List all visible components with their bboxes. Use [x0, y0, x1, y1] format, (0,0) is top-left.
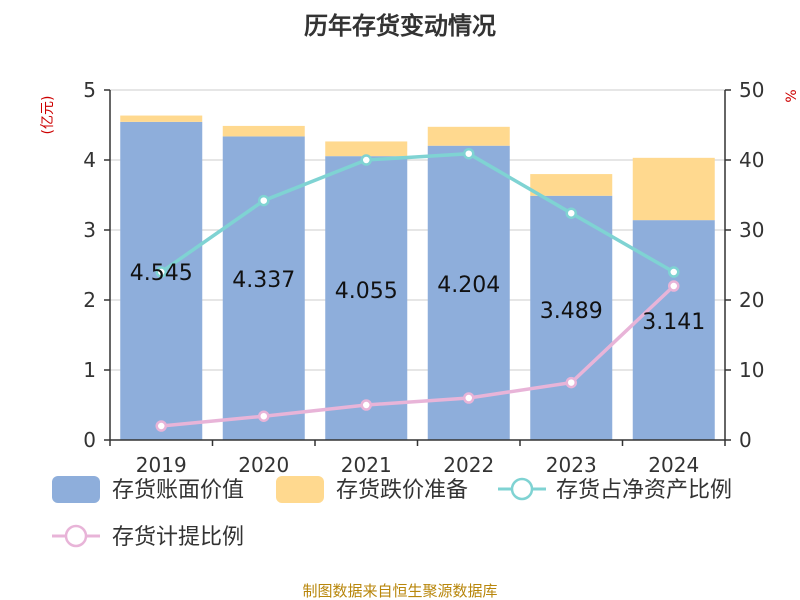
- bar-value-label: 3.489: [540, 299, 603, 324]
- bar-inventory-book-value: [120, 121, 203, 440]
- bars: [120, 115, 715, 440]
- point-inventory-to-net-assets: [463, 147, 475, 160]
- data-labels: 4.545 4.337 4.055 4.204 3.489 3.141: [130, 261, 705, 335]
- point-provision-ratio: [258, 410, 270, 422]
- line-inventory-to-net-assets: [160, 151, 675, 274]
- legend-label: 存货计提比例: [112, 525, 244, 550]
- legend-swatch-impairment: [276, 476, 324, 503]
- right-axis-tick-label: 50: [739, 78, 764, 102]
- bar-value-label: 3.141: [642, 310, 705, 335]
- bar-value-label: 4.545: [130, 261, 193, 286]
- right-axis-tick-label: 0: [739, 428, 752, 452]
- point-inventory-to-net-assets: [360, 154, 372, 166]
- x-axis-tick-label: 2024: [648, 453, 699, 477]
- bar-inventory-book-value: [530, 195, 613, 440]
- bar-inventory-impairment: [120, 115, 203, 122]
- point-inventory-to-net-assets: [258, 194, 270, 207]
- right-axis-unit: %: [784, 89, 800, 102]
- bar-inventory-impairment: [325, 141, 408, 157]
- legend-label: 存货占净资产比例: [556, 478, 732, 503]
- left-axis-tick-label: 1: [83, 358, 96, 382]
- point-provision-ratio: [463, 392, 475, 404]
- point-inventory-to-net-assets: [565, 207, 577, 219]
- bar-value-label: 4.204: [437, 273, 500, 298]
- x-axis-tick-label: 2019: [136, 453, 187, 477]
- x-axis-tick-label: 2020: [238, 453, 289, 477]
- bar-inventory-impairment: [632, 157, 715, 221]
- left-axis-tick-label: 4: [83, 148, 96, 172]
- line-provision-ratio: [161, 284, 675, 428]
- left-axis-tick-label: 2: [83, 288, 96, 312]
- bar-inventory-impairment: [427, 126, 510, 146]
- legend-label: 存货账面价值: [112, 478, 244, 503]
- bar-inventory-book-value: [427, 145, 510, 440]
- bar-inventory-impairment: [530, 174, 613, 196]
- bar-value-label: 4.337: [232, 268, 295, 293]
- legend-swatch-provision-ratio-marker: [64, 524, 88, 548]
- legend-swatch-net-assets-ratio-marker: [510, 477, 534, 501]
- right-axis-tick-label: 20: [739, 288, 764, 312]
- bar-inventory-book-value: [325, 156, 408, 440]
- left-axis-tick-label: 0: [83, 428, 96, 452]
- x-axis-tick-label: 2023: [546, 453, 597, 477]
- point-inventory-to-net-assets: [155, 266, 167, 278]
- left-axis-tick-label: 5: [83, 78, 96, 102]
- right-axis-tick-label: 40: [739, 148, 764, 172]
- right-axis-tick-label: 10: [739, 358, 764, 382]
- bar-value-label: 4.055: [335, 279, 398, 304]
- point-inventory-to-net-assets: [668, 266, 680, 278]
- series-lines: [155, 147, 680, 432]
- source-note: 制图数据来自恒生聚源数据库: [302, 582, 497, 600]
- legend-swatch-book-value: [52, 476, 100, 503]
- point-provision-ratio: [360, 399, 372, 411]
- point-provision-ratio: [565, 376, 577, 389]
- right-axis-tick-label: 30: [739, 218, 764, 242]
- x-axis-tick-label: 2022: [443, 453, 494, 477]
- bar-inventory-book-value: [222, 136, 305, 440]
- chart-title: 历年存货变动情况: [304, 12, 496, 40]
- point-provision-ratio: [668, 280, 680, 292]
- x-axis-tick-label: 2021: [341, 453, 392, 477]
- left-axis-unit: (亿元): [40, 96, 56, 135]
- point-provision-ratio: [155, 420, 167, 432]
- bar-inventory-impairment: [222, 125, 305, 137]
- left-axis-tick-label: 3: [83, 218, 96, 242]
- legend-label: 存货跌价准备: [336, 478, 468, 503]
